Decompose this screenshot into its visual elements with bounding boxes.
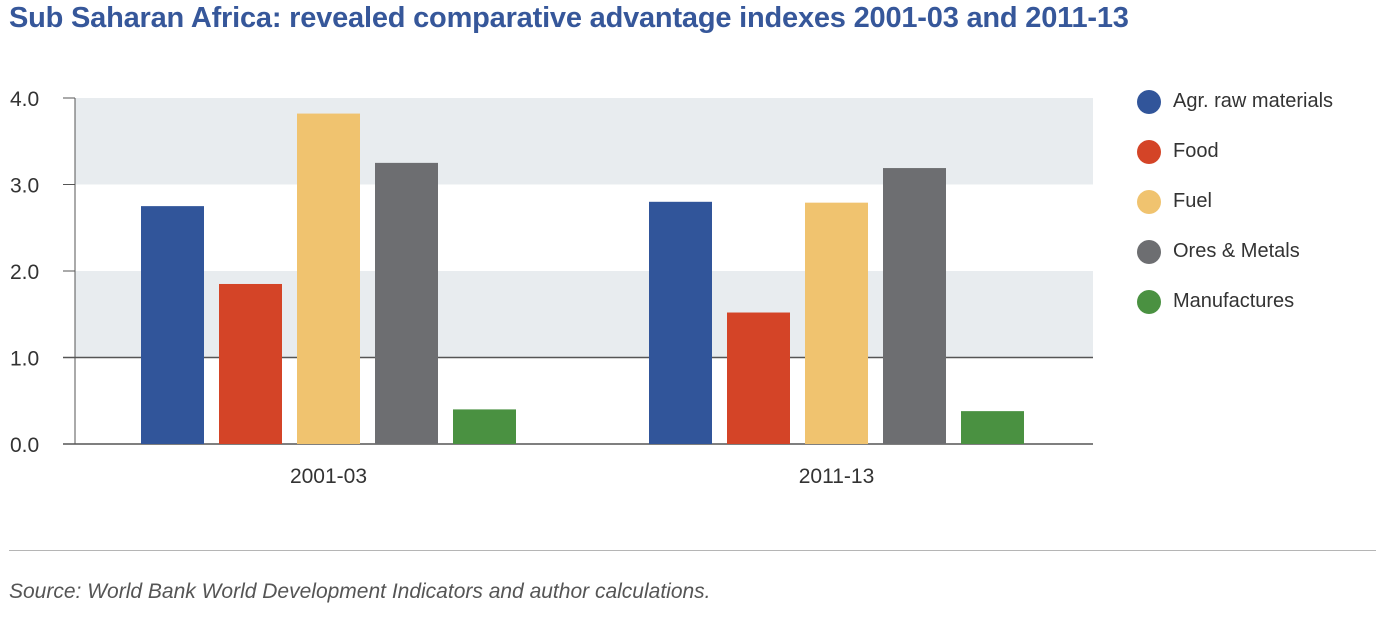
legend-label: Food xyxy=(1173,140,1219,162)
chart-title: Sub Saharan Africa: revealed comparative… xyxy=(9,2,1129,34)
tick-labels: 0.0 1.0 2.0 3.0 4.0 2001-03 2011-13 xyxy=(10,88,874,488)
bars xyxy=(141,113,1024,444)
legend-label: Ores & Metals xyxy=(1173,240,1300,262)
y-tick-label: 0.0 xyxy=(10,434,39,457)
y-tick-label: 1.0 xyxy=(10,348,39,371)
x-tick-label: 2001-03 xyxy=(290,465,367,488)
bar-chart: 0.0 1.0 2.0 3.0 4.0 2001-03 2011-13 xyxy=(10,88,1093,488)
source-note: Source: World Bank World Development Ind… xyxy=(9,580,711,603)
divider xyxy=(9,550,1376,551)
bar xyxy=(805,202,868,444)
bar xyxy=(453,409,516,444)
bar xyxy=(141,206,204,444)
y-tick-label: 3.0 xyxy=(10,175,39,198)
legend-swatch xyxy=(1137,290,1161,314)
legend-swatch xyxy=(1137,190,1161,214)
legend-label: Agr. raw materials xyxy=(1173,90,1334,112)
bar xyxy=(219,283,282,444)
bar xyxy=(649,201,712,444)
legend-swatch xyxy=(1137,240,1161,264)
legend-label: Manufactures xyxy=(1173,290,1295,312)
legend-swatch xyxy=(1137,140,1161,164)
x-tick-label: 2011-13 xyxy=(799,465,875,488)
bar xyxy=(883,168,946,444)
y-tick-label: 4.0 xyxy=(10,88,39,111)
legend-label: Fuel xyxy=(1173,190,1212,212)
bar xyxy=(375,162,438,444)
bar xyxy=(727,312,790,444)
legend-swatch xyxy=(1137,90,1161,114)
bar xyxy=(961,411,1024,444)
bar xyxy=(297,113,360,444)
y-tick-label: 2.0 xyxy=(10,261,39,284)
